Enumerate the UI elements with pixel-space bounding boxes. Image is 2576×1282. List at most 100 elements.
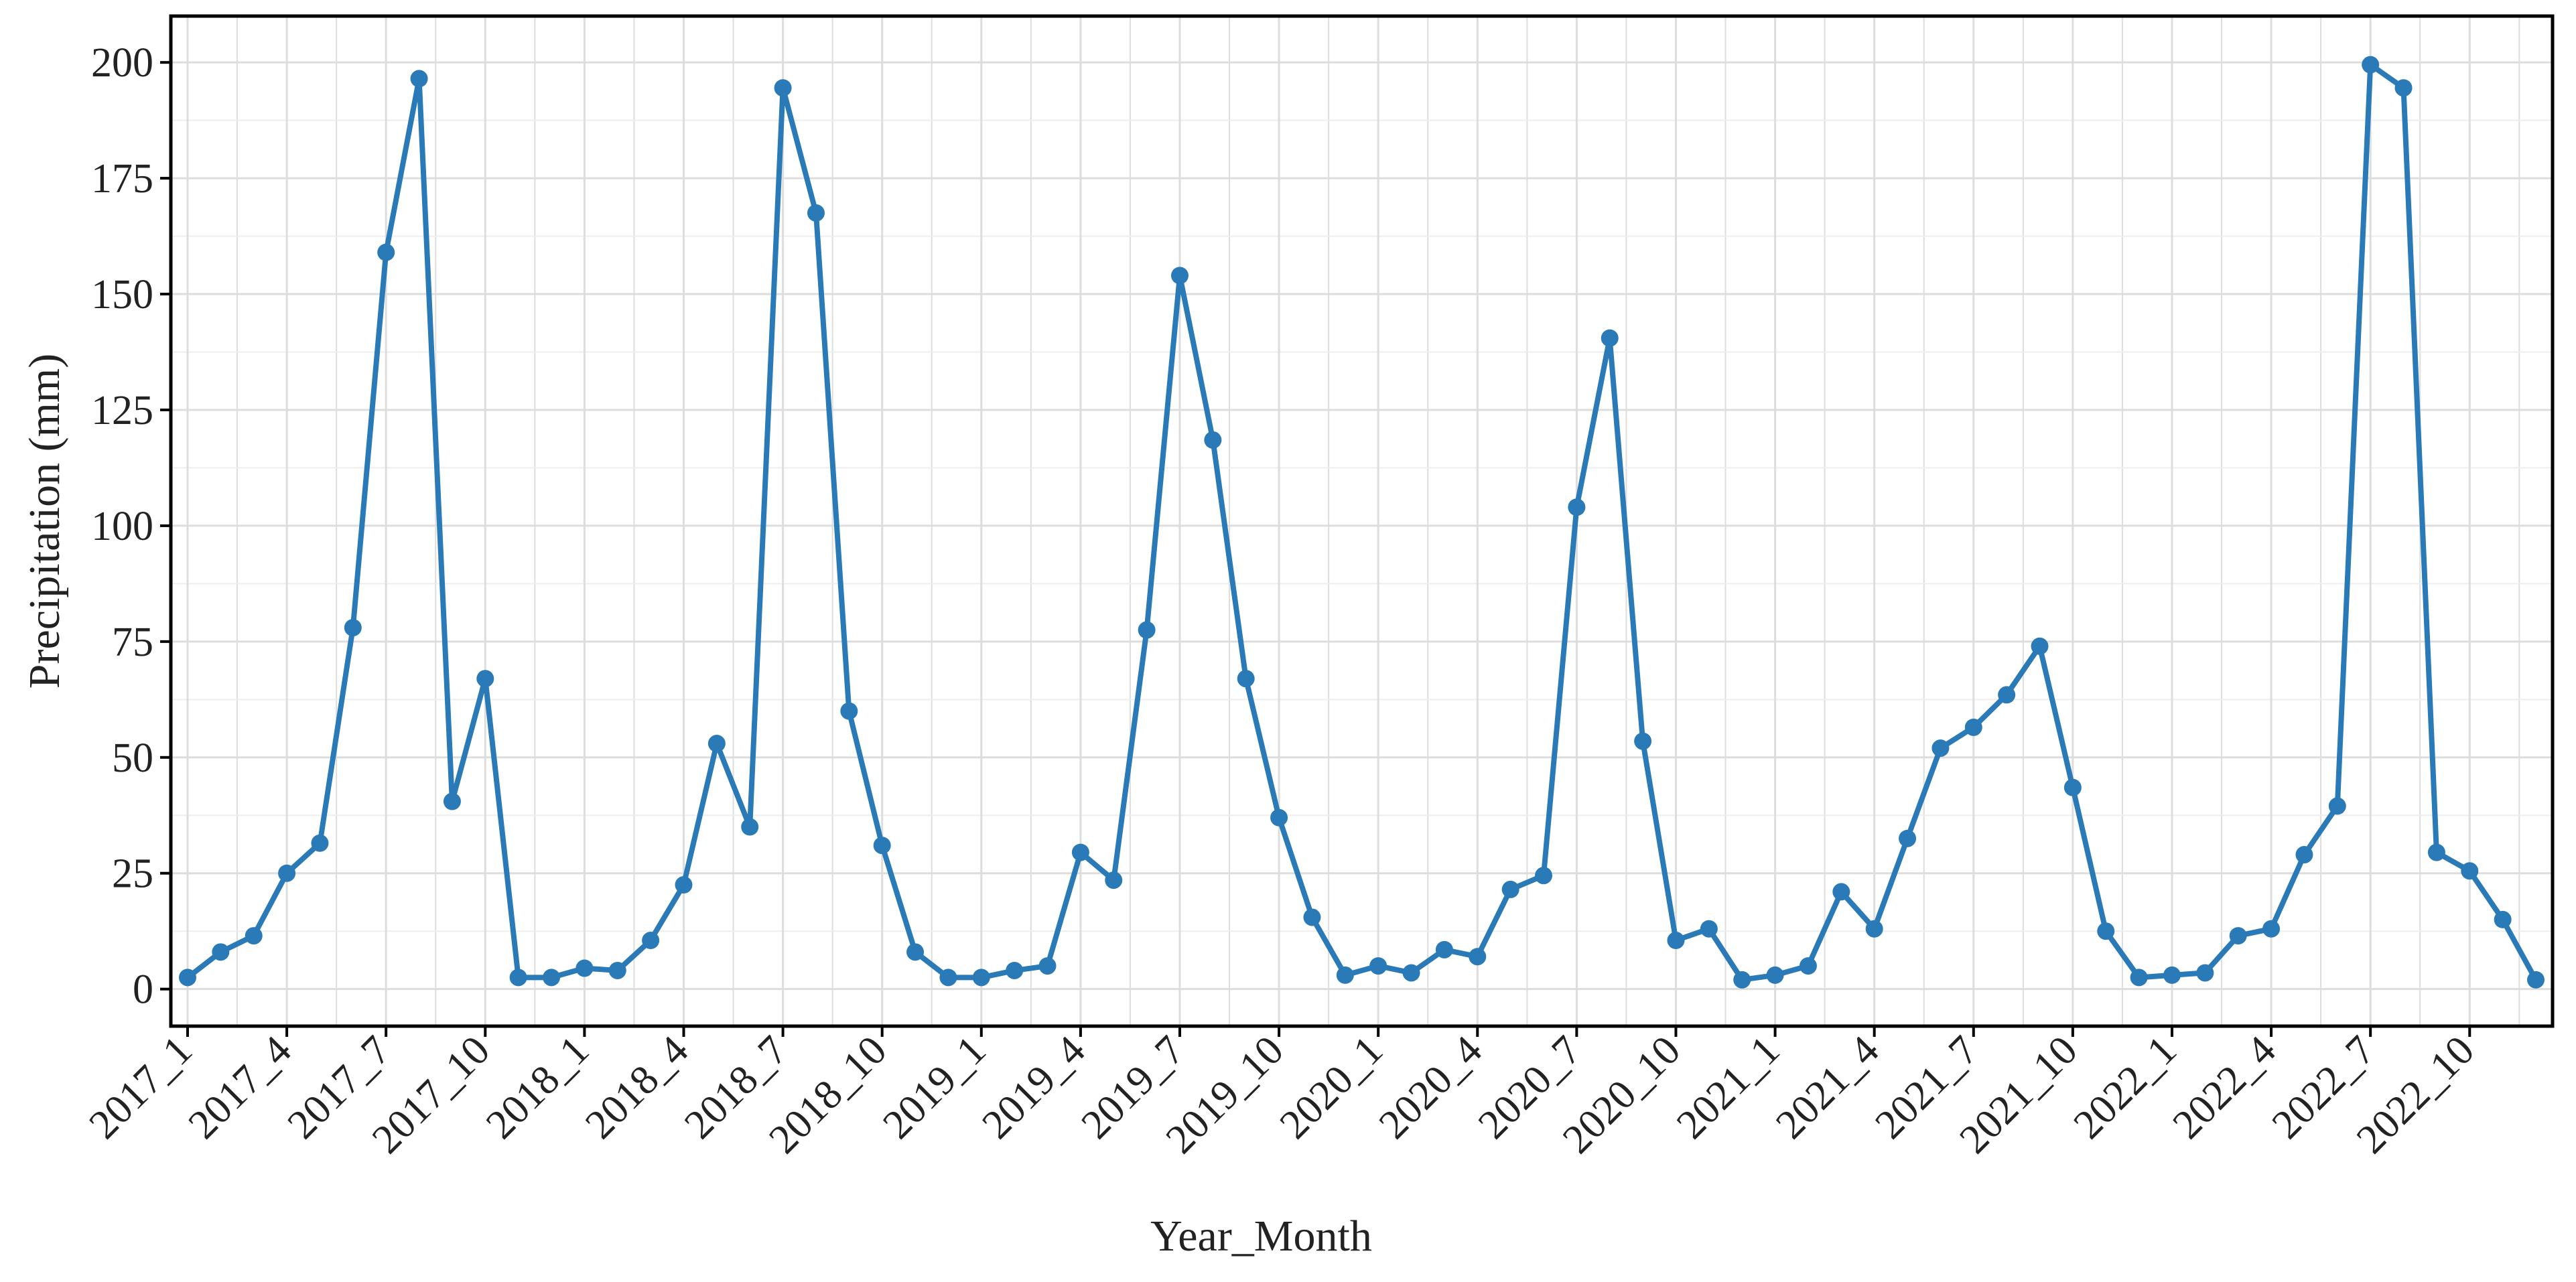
data-point [2196, 964, 2214, 982]
data-point [972, 969, 990, 987]
data-point [1964, 718, 1982, 736]
data-point [2130, 969, 2148, 987]
data-point [2527, 971, 2545, 989]
data-point [476, 670, 494, 688]
data-point [179, 969, 196, 987]
data-point [575, 959, 594, 977]
y-axis-title: Precipitation (mm) [20, 354, 69, 689]
data-point [509, 969, 527, 987]
data-point [675, 876, 693, 894]
data-point [2461, 862, 2479, 880]
data-point [1832, 883, 1850, 901]
data-point [245, 927, 263, 945]
data-point [443, 792, 461, 810]
x-tick-label: 2022_1 [2065, 1027, 2185, 1148]
data-point [2097, 922, 2115, 940]
y-tick-label: 75 [112, 620, 153, 665]
data-point [410, 70, 428, 88]
data-point [1766, 966, 1784, 984]
data-point [642, 932, 660, 950]
data-point [774, 79, 792, 97]
y-tick-label: 0 [133, 967, 153, 1013]
data-point [1237, 670, 1255, 688]
data-point [939, 969, 957, 987]
data-point [1700, 920, 1718, 938]
data-point [1204, 431, 1222, 449]
data-point [1369, 957, 1387, 975]
x-tick-label: 2018_1 [478, 1027, 598, 1148]
x-tick-label: 2020_1 [1271, 1027, 1392, 1148]
data-point [1336, 966, 1354, 984]
x-axis-title: Year_Month [1150, 1212, 1372, 1261]
x-tick-label: 2021_4 [1767, 1027, 1888, 1148]
data-point [2262, 920, 2281, 938]
data-point [1006, 961, 1024, 979]
x-tick-label: 2022_4 [2164, 1027, 2285, 1148]
data-points [179, 56, 2545, 989]
data-point [1535, 867, 1553, 885]
x-tick-label: 2017_1 [80, 1027, 201, 1148]
data-point [1402, 964, 1420, 982]
data-point [311, 834, 329, 852]
data-point [2328, 797, 2346, 815]
data-point [377, 243, 395, 261]
y-tick-label: 125 [91, 388, 153, 433]
data-point [2163, 966, 2181, 984]
data-point [741, 818, 759, 836]
data-point [278, 864, 296, 882]
data-point [807, 204, 825, 222]
data-point [608, 961, 626, 979]
y-axis: 0 25 50 75 100 125 150 175 200 [91, 40, 171, 1013]
data-point [1931, 739, 1950, 757]
data-point [2063, 778, 2082, 796]
data-point [1568, 498, 1586, 516]
data-point [1733, 971, 1751, 989]
data-point [1170, 267, 1189, 285]
data-point [2427, 843, 2445, 861]
x-tick-label: 2020_4 [1371, 1027, 1491, 1148]
data-point [1105, 871, 1123, 889]
y-tick-label: 200 [91, 40, 153, 86]
data-point [1601, 329, 1619, 347]
x-tick-label: 2021_1 [1668, 1027, 1789, 1148]
data-point [1667, 932, 1685, 950]
data-point [1038, 957, 1057, 975]
data-point [906, 943, 925, 961]
data-point [543, 969, 561, 987]
data-point [873, 837, 891, 855]
data-point [1799, 957, 1817, 975]
y-tick-label: 150 [91, 272, 153, 317]
x-axis: 2017_12017_42017_72017_102018_12018_4201… [80, 1026, 2483, 1162]
data-point [2295, 846, 2313, 864]
x-tick-label: 2017_4 [180, 1027, 300, 1148]
data-point [1899, 829, 1917, 847]
data-point [1303, 908, 1321, 926]
x-tick-label: 2019_1 [874, 1027, 995, 1148]
data-point [1138, 621, 1156, 639]
data-point [1634, 732, 1652, 750]
data-point [2229, 927, 2247, 945]
plot-frame [169, 14, 2555, 1028]
data-point [1435, 940, 1453, 958]
x-tick-label: 2018_4 [577, 1027, 697, 1148]
data-point [1469, 948, 1487, 966]
grid [171, 16, 2553, 1026]
data-point [1998, 686, 2016, 704]
data-point [344, 619, 362, 637]
data-point [2362, 56, 2380, 74]
x-tick-label: 2019_4 [973, 1027, 1094, 1148]
data-point [2031, 637, 2049, 655]
y-tick-label: 100 [91, 504, 153, 549]
data-point [1501, 880, 1519, 898]
y-tick-label: 25 [112, 851, 153, 897]
data-point [1865, 920, 1883, 938]
data-point [1270, 808, 1288, 827]
y-tick-label: 175 [91, 156, 153, 202]
data-point [212, 943, 230, 961]
data-point [2494, 910, 2512, 928]
data-point [2394, 79, 2413, 97]
series-line [186, 62, 2538, 983]
data-point [707, 735, 726, 753]
